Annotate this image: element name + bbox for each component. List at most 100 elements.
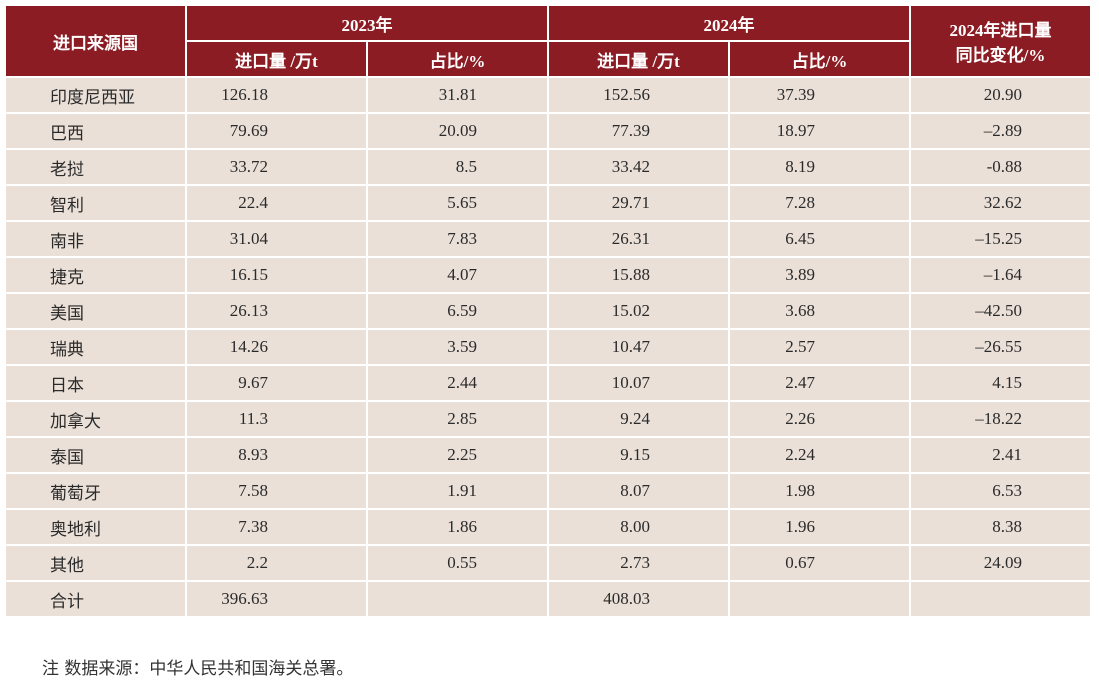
country-cell: 合计	[4, 580, 187, 618]
yoy-change-cell: 6.53	[909, 472, 1092, 510]
yoy-change-cell: –18.22	[909, 400, 1092, 438]
header-share-2023: 占比/%	[366, 40, 549, 78]
table-body: 印度尼西亚 126.18 31.81 152.56 37.39 20.90 巴西 79.69 2…	[4, 76, 1092, 618]
share-2024-cell: 18.97	[728, 112, 911, 150]
volume-2023-cell: 22.4	[185, 184, 368, 222]
country-cell: 泰国	[4, 436, 187, 474]
country-cell: 日本	[4, 364, 187, 402]
share-2023-cell: 5.65	[366, 184, 549, 222]
volume-2024-cell: 77.39	[547, 112, 730, 150]
volume-2023-cell: 11.3	[185, 400, 368, 438]
volume-2023-cell: 2.2	[185, 544, 368, 582]
share-2024-cell: 7.28	[728, 184, 911, 222]
yoy-change-cell: –42.50	[909, 292, 1092, 330]
country-cell: 印度尼西亚	[4, 76, 187, 114]
header-year-2024: 2024年	[547, 4, 911, 42]
share-2024-cell: 2.26	[728, 400, 911, 438]
country-cell: 其他	[4, 544, 187, 582]
share-2024-cell: 8.19	[728, 148, 911, 186]
yoy-change-cell: 8.38	[909, 508, 1092, 546]
yoy-change-cell: 4.15	[909, 364, 1092, 402]
yoy-change-cell: –15.25	[909, 220, 1092, 258]
table-row: 捷克 16.15 4.07 15.88 3.89 –1.64	[4, 256, 1092, 294]
share-2023-cell: 3.59	[366, 328, 549, 366]
country-cell: 加拿大	[4, 400, 187, 438]
volume-2024-cell: 8.00	[547, 508, 730, 546]
import-source-table: 进口来源国 2023年 2024年 2024年进口量 同比变化/% 进口量 /万…	[4, 4, 1092, 618]
volume-2023-cell: 31.04	[185, 220, 368, 258]
header-yoy-change-line1: 2024年进口量	[949, 21, 1052, 40]
volume-2023-cell: 33.72	[185, 148, 368, 186]
volume-2023-cell: 396.63	[185, 580, 368, 618]
volume-2023-cell: 16.15	[185, 256, 368, 294]
share-2024-cell: 2.47	[728, 364, 911, 402]
share-2023-cell: 20.09	[366, 112, 549, 150]
share-2024-cell: 3.89	[728, 256, 911, 294]
country-cell: 智利	[4, 184, 187, 222]
share-2024-cell: 1.98	[728, 472, 911, 510]
share-2023-cell: 0.55	[366, 544, 549, 582]
table-row: 日本 9.67 2.44 10.07 2.47 4.15	[4, 364, 1092, 402]
share-2023-cell: 8.5	[366, 148, 549, 186]
volume-2024-cell: 15.88	[547, 256, 730, 294]
share-2023-cell: 1.91	[366, 472, 549, 510]
share-2024-cell: 1.96	[728, 508, 911, 546]
volume-2023-cell: 126.18	[185, 76, 368, 114]
share-2023-cell: 6.59	[366, 292, 549, 330]
volume-2024-cell: 26.31	[547, 220, 730, 258]
yoy-change-cell: 32.62	[909, 184, 1092, 222]
country-cell: 瑞典	[4, 328, 187, 366]
yoy-change-cell: –26.55	[909, 328, 1092, 366]
table-row: 印度尼西亚 126.18 31.81 152.56 37.39 20.90	[4, 76, 1092, 114]
volume-2023-cell: 7.58	[185, 472, 368, 510]
volume-2024-cell: 9.15	[547, 436, 730, 474]
table-row: 加拿大 11.3 2.85 9.24 2.26 –18.22	[4, 400, 1092, 438]
share-2023-cell: 31.81	[366, 76, 549, 114]
volume-2023-cell: 8.93	[185, 436, 368, 474]
table-row: 智利 22.4 5.65 29.71 7.28 32.62	[4, 184, 1092, 222]
share-2023-cell: 4.07	[366, 256, 549, 294]
table-row: 其他 2.2 0.55 2.73 0.67 24.09	[4, 544, 1092, 582]
share-2023-cell: 2.85	[366, 400, 549, 438]
source-note: 注 数据来源：中华人民共和国海关总署。	[42, 659, 354, 679]
header-year-2023: 2023年	[185, 4, 549, 42]
share-2024-cell: 2.57	[728, 328, 911, 366]
country-cell: 葡萄牙	[4, 472, 187, 510]
yoy-change-cell: 2.41	[909, 436, 1092, 474]
share-2024-cell: 3.68	[728, 292, 911, 330]
table-row: 奥地利 7.38 1.86 8.00 1.96 8.38	[4, 508, 1092, 546]
table-row: 合计 396.63 408.03	[4, 580, 1092, 618]
country-cell: 南非	[4, 220, 187, 258]
table-row: 巴西 79.69 20.09 77.39 18.97 –2.89	[4, 112, 1092, 150]
yoy-change-cell: 24.09	[909, 544, 1092, 582]
table-row: 美国 26.13 6.59 15.02 3.68 –42.50	[4, 292, 1092, 330]
header-share-2024: 占比/%	[728, 40, 911, 78]
volume-2023-cell: 7.38	[185, 508, 368, 546]
volume-2023-cell: 14.26	[185, 328, 368, 366]
volume-2024-cell: 33.42	[547, 148, 730, 186]
volume-2024-cell: 9.24	[547, 400, 730, 438]
volume-2023-cell: 9.67	[185, 364, 368, 402]
share-2024-cell: 37.39	[728, 76, 911, 114]
table-row: 葡萄牙 7.58 1.91 8.07 1.98 6.53	[4, 472, 1092, 510]
country-cell: 捷克	[4, 256, 187, 294]
yoy-change-cell: –1.64	[909, 256, 1092, 294]
share-2023-cell: 7.83	[366, 220, 549, 258]
header-country: 进口来源国	[4, 4, 187, 78]
table-header: 进口来源国 2023年 2024年 2024年进口量 同比变化/% 进口量 /万…	[4, 4, 1092, 78]
table-row: 老挝 33.72 8.5 33.42 8.19 -0.88	[4, 148, 1092, 186]
header-yoy-change: 2024年进口量 同比变化/%	[909, 4, 1092, 78]
volume-2024-cell: 29.71	[547, 184, 730, 222]
volume-2024-cell: 408.03	[547, 580, 730, 618]
yoy-change-cell	[909, 580, 1092, 618]
volume-2023-cell: 79.69	[185, 112, 368, 150]
share-2024-cell: 2.24	[728, 436, 911, 474]
header-volume-2023: 进口量 /万t	[185, 40, 368, 78]
volume-2024-cell: 2.73	[547, 544, 730, 582]
share-2024-cell	[728, 580, 911, 618]
volume-2024-cell: 152.56	[547, 76, 730, 114]
volume-2023-cell: 26.13	[185, 292, 368, 330]
header-yoy-change-line2: 同比变化/%	[955, 46, 1046, 65]
share-2023-cell: 1.86	[366, 508, 549, 546]
share-2023-cell: 2.25	[366, 436, 549, 474]
